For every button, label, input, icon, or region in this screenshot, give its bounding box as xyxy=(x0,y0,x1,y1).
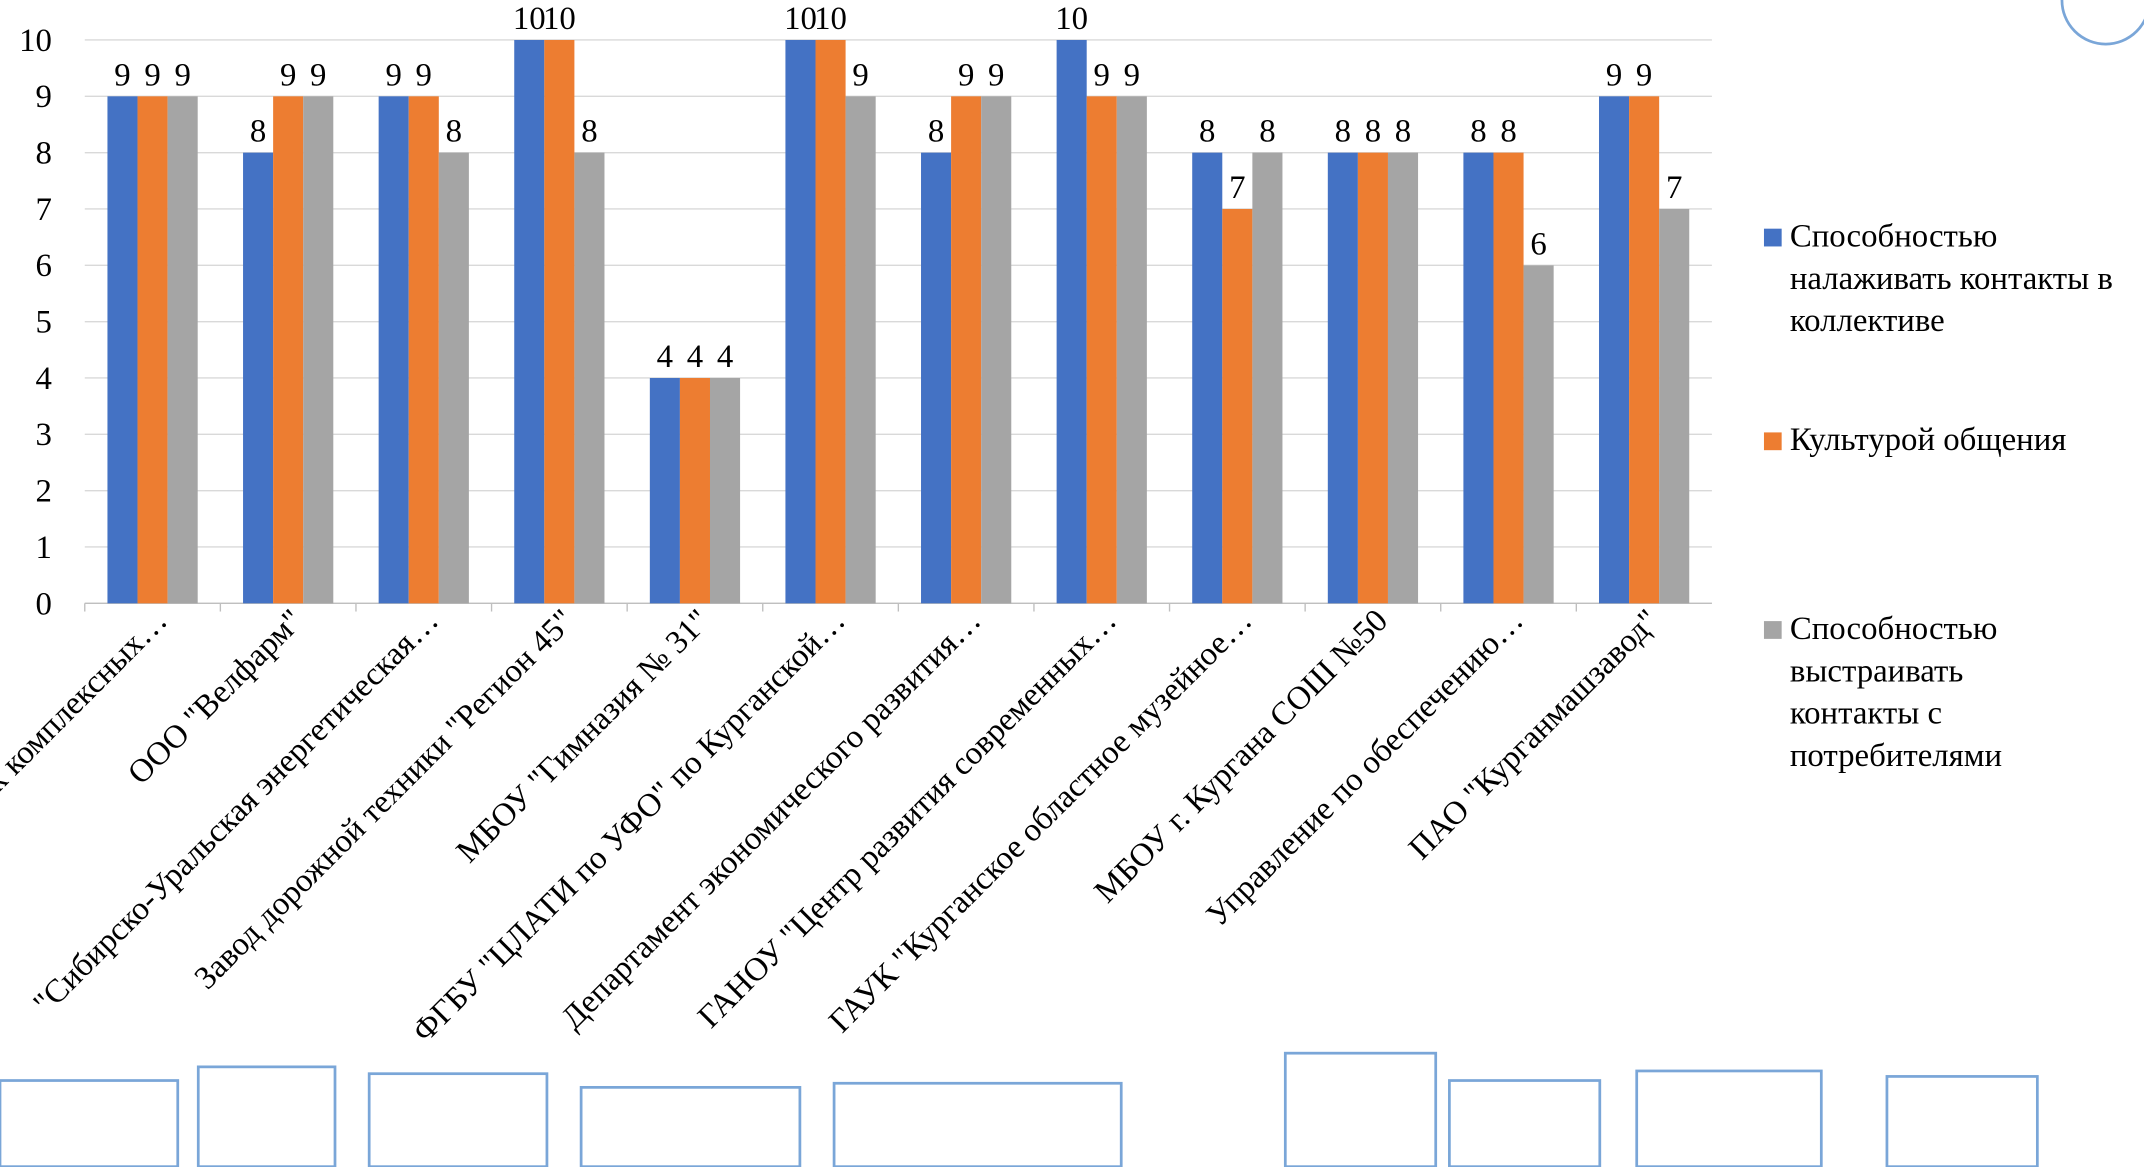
data-label: 8 xyxy=(1259,114,1275,150)
legend-label: Культурой общения xyxy=(1789,422,2067,459)
data-label: 10 xyxy=(784,1,817,37)
bar xyxy=(1357,152,1388,604)
legend-box: Способностью налаживать контакты в колле… xyxy=(1763,216,2144,779)
data-label: 9 xyxy=(144,57,160,93)
y-tick-label: 8 xyxy=(36,136,52,172)
bar xyxy=(1629,96,1660,604)
y-tick-label: 10 xyxy=(19,23,52,59)
x-tick-label: ПАО "Курганмашзавод" xyxy=(1402,603,1666,867)
data-label: 9 xyxy=(280,57,296,93)
y-tick-label: 3 xyxy=(36,417,52,453)
bar xyxy=(544,39,575,604)
y-tick-label: 0 xyxy=(36,586,52,622)
y-tick-label: 9 xyxy=(36,79,52,115)
bar xyxy=(649,377,680,604)
bar xyxy=(1252,152,1283,604)
y-tick-label: 2 xyxy=(36,474,52,510)
data-label: 8 xyxy=(581,114,597,150)
data-label: 10 xyxy=(814,1,847,37)
legend-item: Способностью выстраивать контакты с потр… xyxy=(1763,609,2144,779)
data-label: 9 xyxy=(1636,57,1652,93)
data-label: 8 xyxy=(1500,114,1516,150)
bar xyxy=(1116,96,1147,604)
x-tick-label: МБОУ г. Кургана СОШ №50 xyxy=(1088,603,1395,910)
data-label: 4 xyxy=(717,339,733,375)
data-label: 9 xyxy=(385,57,401,93)
legend: Способностью налаживать контакты в колле… xyxy=(1763,216,2144,779)
legend-item: Культурой общения xyxy=(1763,420,2144,462)
data-label: 10 xyxy=(543,1,576,37)
bar xyxy=(709,377,741,604)
legend-item: Способностью налаживать контакты в колле… xyxy=(1763,216,2144,343)
data-label: 6 xyxy=(1530,226,1546,262)
bar xyxy=(1493,152,1524,604)
data-label: 9 xyxy=(958,57,974,93)
legend-label: Способностью налаживать контакты в колле… xyxy=(1789,219,2113,340)
data-label: 8 xyxy=(250,114,266,150)
bar xyxy=(1086,96,1117,604)
y-tick-label: 6 xyxy=(36,248,52,284)
bar xyxy=(107,96,138,604)
data-label: 8 xyxy=(1335,114,1351,150)
bar xyxy=(1463,152,1494,604)
bar xyxy=(243,152,274,604)
bar xyxy=(514,39,545,604)
bar xyxy=(1192,152,1223,604)
y-tick-label: 4 xyxy=(36,361,52,397)
bar xyxy=(574,152,605,604)
data-label: 8 xyxy=(928,114,944,150)
data-label: 9 xyxy=(1606,57,1622,93)
legend-swatch xyxy=(1763,621,1782,639)
data-label: 10 xyxy=(513,1,546,37)
bar xyxy=(815,39,846,604)
y-tick-label: 1 xyxy=(36,530,52,566)
data-label: 4 xyxy=(657,339,673,375)
bar xyxy=(1222,208,1253,604)
bar xyxy=(303,96,334,604)
data-label: 7 xyxy=(1666,170,1682,206)
data-label: 9 xyxy=(988,57,1004,93)
bar xyxy=(137,96,168,604)
bar xyxy=(1327,152,1358,604)
bar xyxy=(981,96,1012,604)
bar xyxy=(167,96,198,604)
legend-label: Способностью выстраивать контакты с потр… xyxy=(1789,611,2003,775)
data-label: 8 xyxy=(1199,114,1215,150)
legend-swatch xyxy=(1763,228,1782,247)
bar xyxy=(1598,96,1630,604)
data-label: 9 xyxy=(174,57,190,93)
data-label: 7 xyxy=(1229,170,1245,206)
bar xyxy=(438,152,469,604)
data-label: 9 xyxy=(310,57,326,93)
bar xyxy=(951,96,982,604)
bar xyxy=(408,96,439,604)
bar xyxy=(378,96,409,604)
data-label: 9 xyxy=(1124,57,1140,93)
y-tick-label: 5 xyxy=(36,305,52,341)
bar xyxy=(1659,208,1690,604)
data-label: 9 xyxy=(114,57,130,93)
bar xyxy=(679,377,710,604)
data-label: 9 xyxy=(852,57,868,93)
data-label: 10 xyxy=(1055,1,1088,37)
x-tick-label: МБОУ "Гимназия № 31" xyxy=(450,603,717,870)
bar xyxy=(1056,39,1087,604)
data-label: 9 xyxy=(416,57,432,93)
data-label: 8 xyxy=(1395,114,1411,150)
data-label: 8 xyxy=(1470,114,1486,150)
bar xyxy=(1387,152,1419,604)
legend-swatch xyxy=(1763,432,1782,451)
y-tick-label: 7 xyxy=(36,192,52,228)
data-label: 9 xyxy=(1094,57,1110,93)
bar xyxy=(785,39,816,604)
bar xyxy=(1523,265,1554,604)
data-label: 8 xyxy=(1365,114,1381,150)
bar xyxy=(273,96,304,604)
data-label: 4 xyxy=(687,339,703,375)
data-label: 8 xyxy=(446,114,462,150)
bar xyxy=(845,96,876,604)
bar xyxy=(921,152,952,604)
